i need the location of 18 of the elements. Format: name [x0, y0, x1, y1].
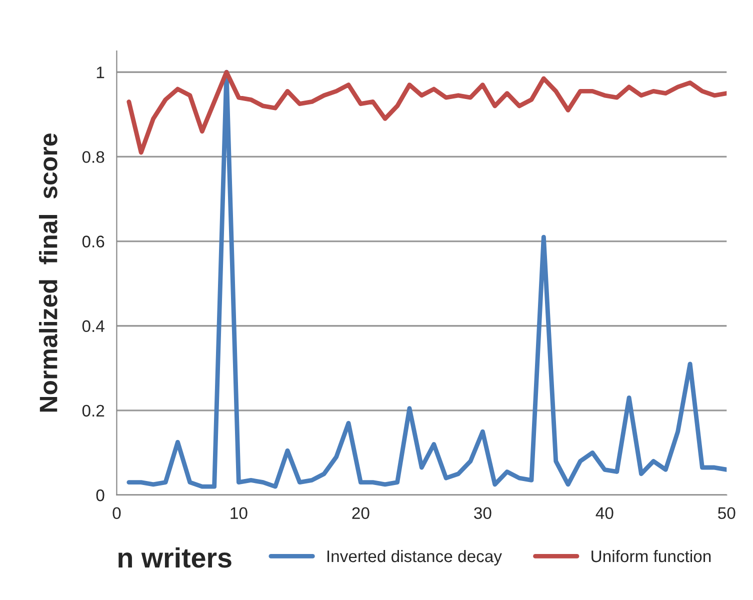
- line-series: [126, 70, 727, 489]
- y-tick-label: 0.8: [82, 151, 104, 163]
- legend-label: Inverted distance decay: [327, 550, 502, 566]
- legend-label: Uniform function: [592, 550, 711, 562]
- x-tick-label: 50: [718, 507, 736, 520]
- x-tick-label: 0: [112, 507, 121, 520]
- x-axis-title: n writers: [118, 547, 232, 568]
- y-tick-label: 0: [96, 489, 104, 502]
- x-tick-label: 20: [352, 507, 370, 520]
- y-tick-label: 0.4: [82, 320, 104, 332]
- x-tick-label: 10: [230, 507, 248, 520]
- x-tick-label: 40: [596, 507, 614, 520]
- line-series: [126, 70, 727, 155]
- x-tick-label: 30: [474, 507, 492, 520]
- y-axis-title: Normalized final score: [38, 134, 58, 412]
- y-tick-label: 1: [96, 66, 104, 78]
- y-tick-label: 0.6: [82, 236, 104, 248]
- y-tick-label: 0.2: [82, 404, 104, 417]
